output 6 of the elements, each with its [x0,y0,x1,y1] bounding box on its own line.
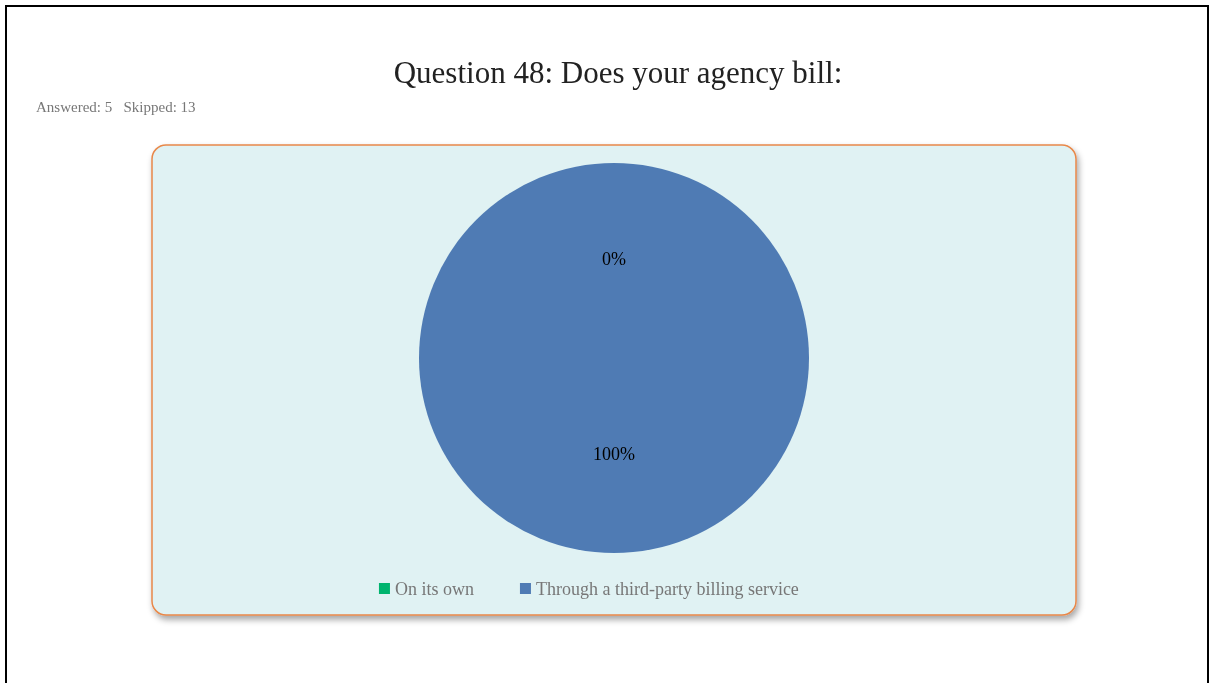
text: 0% [602,248,626,269]
chart-title: Question 48: Does your agency bill: [393,55,843,90]
data-label: 100% [593,443,635,464]
text: Answered: 5 Skipped: 13 [36,99,196,115]
legend-label: Through a third-party billing service [535,579,799,600]
legend-label: On its own [394,579,474,600]
